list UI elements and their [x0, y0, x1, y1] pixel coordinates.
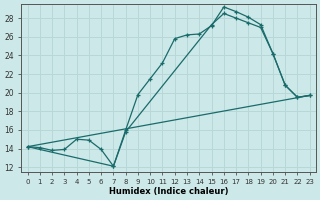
X-axis label: Humidex (Indice chaleur): Humidex (Indice chaleur) — [109, 187, 228, 196]
